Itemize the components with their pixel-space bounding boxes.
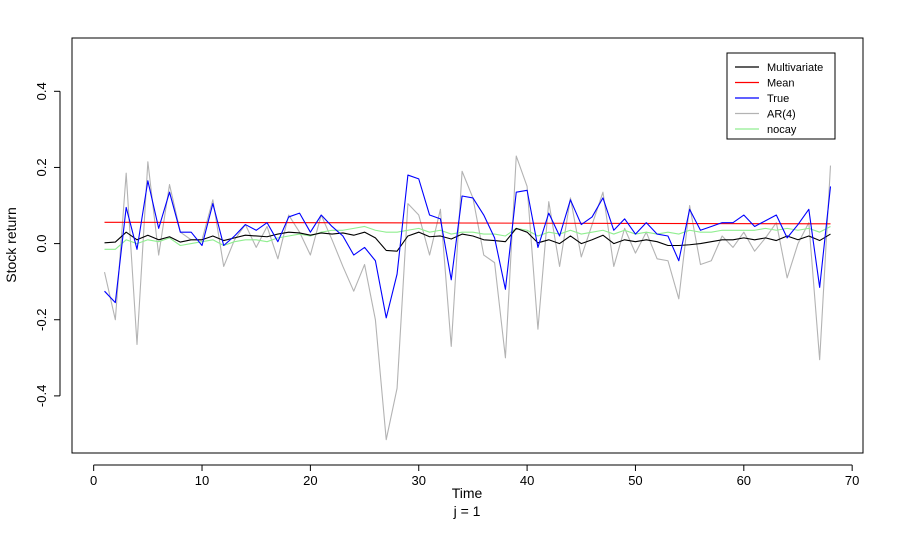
legend-label: Multivariate	[767, 62, 823, 74]
series-line-nocay	[104, 225, 831, 250]
legend-label: AR(4)	[767, 109, 796, 121]
y-tick-label: 0.0	[34, 235, 49, 253]
y-tick-label: -0.4	[34, 385, 49, 407]
x-axis: 0 10 20 30 40 50 60 70	[90, 464, 859, 488]
x-axis-subtitle: j = 1	[453, 503, 481, 519]
x-tick-label: 10	[195, 473, 209, 488]
x-tick-label: 70	[845, 473, 859, 488]
legend: Multivariate Mean True AR(4) nocay	[726, 52, 836, 140]
legend-label: True	[767, 93, 789, 105]
x-tick-label: 20	[303, 473, 317, 488]
series-line-ar4	[103, 155, 832, 441]
y-axis-title: Stock return	[3, 207, 19, 282]
series-line-true	[104, 174, 832, 319]
x-axis-title: Time	[452, 485, 483, 501]
y-tick-label: 0.2	[34, 158, 49, 176]
series-line-multivariate	[104, 227, 831, 252]
x-tick-label: 40	[520, 473, 534, 488]
legend-label: nocay	[767, 124, 797, 136]
series-layer	[103, 155, 832, 441]
legend-label: Mean	[767, 78, 795, 90]
x-tick-label: 30	[412, 473, 426, 488]
y-tick-label: -0.2	[34, 309, 49, 331]
y-tick-label: 0.4	[34, 82, 49, 100]
x-tick-label: 50	[628, 473, 642, 488]
x-tick-label: 60	[737, 473, 751, 488]
y-axis: -0.4 -0.2 0.0 0.2 0.4	[34, 82, 61, 407]
plot-frame	[71, 37, 864, 454]
series-line-mean	[104, 221, 831, 225]
x-tick-label: 0	[90, 473, 97, 488]
